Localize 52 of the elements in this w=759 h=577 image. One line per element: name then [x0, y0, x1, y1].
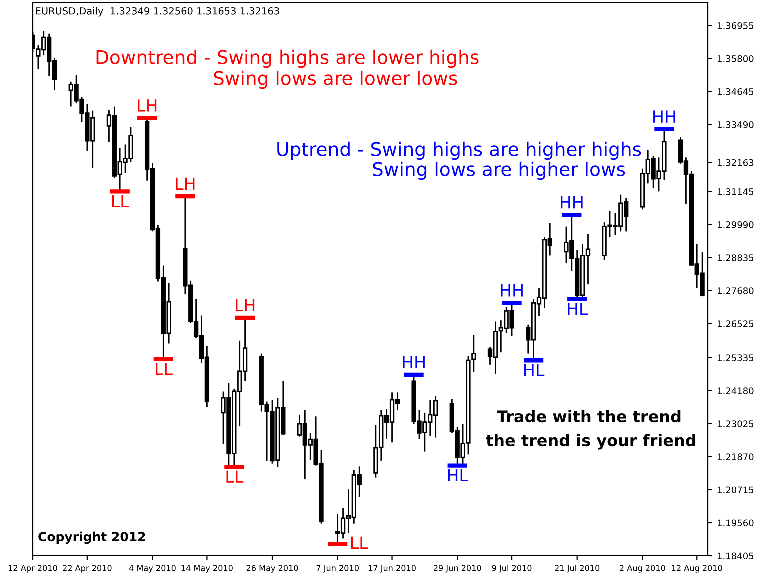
y-tick-label: 1.33490: [718, 122, 754, 128]
annotation: LH: [138, 100, 157, 112]
y-tick-label: 1.26525: [718, 320, 754, 328]
x-tick-label: 12 Aug 2010: [672, 565, 722, 573]
annotation: HL: [448, 469, 468, 482]
candlestick: [472, 334, 476, 374]
annotation: Swing lows are higher lows: [373, 162, 626, 180]
x-tick-label: 26 May 2010: [246, 565, 298, 573]
annotation: Copyright 2012: [38, 532, 146, 544]
x-tick-label: 22 Apr 2010: [63, 565, 112, 573]
annotation: LL: [156, 362, 173, 376]
y-tick-label: 1.31145: [718, 188, 754, 196]
y-tick-label: 1.19560: [718, 520, 754, 527]
annotation: Downtrend - Swing highs are lower highs: [96, 50, 479, 68]
y-tick-label: 1.20715: [718, 486, 754, 494]
y-tick-label: 1.27680: [718, 288, 754, 294]
annotation: LH: [176, 178, 195, 190]
x-tick-label: 14 May 2010: [182, 565, 233, 573]
x-tick-label: 21 Jul 2010: [555, 565, 600, 573]
y-tick-label: 1.24180: [718, 388, 754, 394]
y-tick-label: 1.36955: [718, 22, 754, 30]
annotation: Trade with the trend: [497, 410, 681, 423]
annotation: Uptrend - Swing highs are higher highs: [278, 142, 642, 160]
annotation: HL: [524, 364, 545, 376]
annotation: HL: [568, 302, 588, 316]
annotation: Swing lows are lower lows: [214, 70, 458, 90]
x-tick-label: 9 Jul 2010: [492, 565, 532, 573]
annotation: HH: [403, 356, 425, 368]
x-tick-label: 2 Aug 2010: [620, 565, 666, 573]
y-tick-label: 1.34645: [718, 88, 754, 96]
y-tick-label: 1.21870: [718, 454, 754, 461]
annotation: LL: [226, 470, 244, 483]
y-tick-label: 1.32163: [718, 159, 754, 166]
x-tick-label: 17 Jun 2010: [368, 565, 416, 573]
y-tick-label: 1.28835: [718, 254, 754, 262]
y-tick-label: 1.25335: [718, 354, 754, 362]
annotation: the trend is your friend: [486, 434, 696, 450]
y-tick-label: 1.18405: [718, 552, 754, 560]
y-tick-label: 1.29990: [718, 222, 754, 228]
annotation: LL: [112, 195, 130, 208]
annotation: LL: [351, 536, 368, 550]
annotation: LH: [236, 299, 255, 312]
x-tick-label: 4 May 2010: [129, 565, 176, 573]
annotation: HH: [561, 196, 583, 209]
annotation: HH: [654, 110, 676, 123]
x-tick-label: 12 Apr 2010: [8, 565, 58, 573]
chart-title: EURUSD,Daily 1.32349 1.32560 1.31653 1.32163: [36, 7, 280, 17]
y-tick-label: 1.35800: [718, 55, 754, 62]
annotation: HH: [501, 284, 523, 297]
x-tick-label: 7 Jun 2010: [316, 565, 359, 573]
y-tick-label: 1.23025: [718, 420, 754, 428]
x-tick-label: 29 Jun 2010: [434, 565, 482, 573]
